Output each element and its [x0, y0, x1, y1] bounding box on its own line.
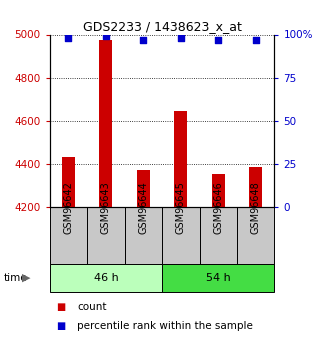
Text: GSM96648: GSM96648	[251, 181, 261, 234]
Bar	[200, 207, 237, 264]
Point	[66, 35, 71, 41]
Bar	[125, 207, 162, 264]
Bar	[137, 170, 150, 207]
Point	[141, 37, 146, 42]
Text: GSM96643: GSM96643	[101, 181, 111, 234]
Text: GSM96645: GSM96645	[176, 181, 186, 234]
Point	[253, 37, 258, 42]
Bar	[62, 157, 75, 207]
Text: ▶: ▶	[22, 273, 30, 283]
Bar	[100, 40, 112, 207]
Bar	[162, 207, 200, 264]
Text: ■: ■	[56, 302, 65, 312]
Title: GDS2233 / 1438623_x_at: GDS2233 / 1438623_x_at	[83, 20, 241, 33]
Bar	[212, 174, 225, 207]
Text: GSM96646: GSM96646	[213, 181, 223, 234]
Bar	[249, 167, 262, 207]
Bar	[174, 111, 187, 207]
Text: ■: ■	[56, 321, 65, 331]
Point	[178, 35, 183, 41]
Text: GSM96642: GSM96642	[64, 181, 74, 234]
Text: count: count	[77, 302, 107, 312]
Text: time: time	[3, 273, 27, 283]
Bar	[50, 207, 87, 264]
Text: GSM96644: GSM96644	[138, 181, 148, 234]
Text: 46 h: 46 h	[93, 273, 118, 283]
Bar	[50, 264, 162, 292]
Text: 54 h: 54 h	[206, 273, 231, 283]
Point	[216, 37, 221, 42]
Bar	[162, 264, 274, 292]
Bar	[87, 207, 125, 264]
Bar	[237, 207, 274, 264]
Text: percentile rank within the sample: percentile rank within the sample	[77, 321, 253, 331]
Point	[103, 33, 108, 39]
